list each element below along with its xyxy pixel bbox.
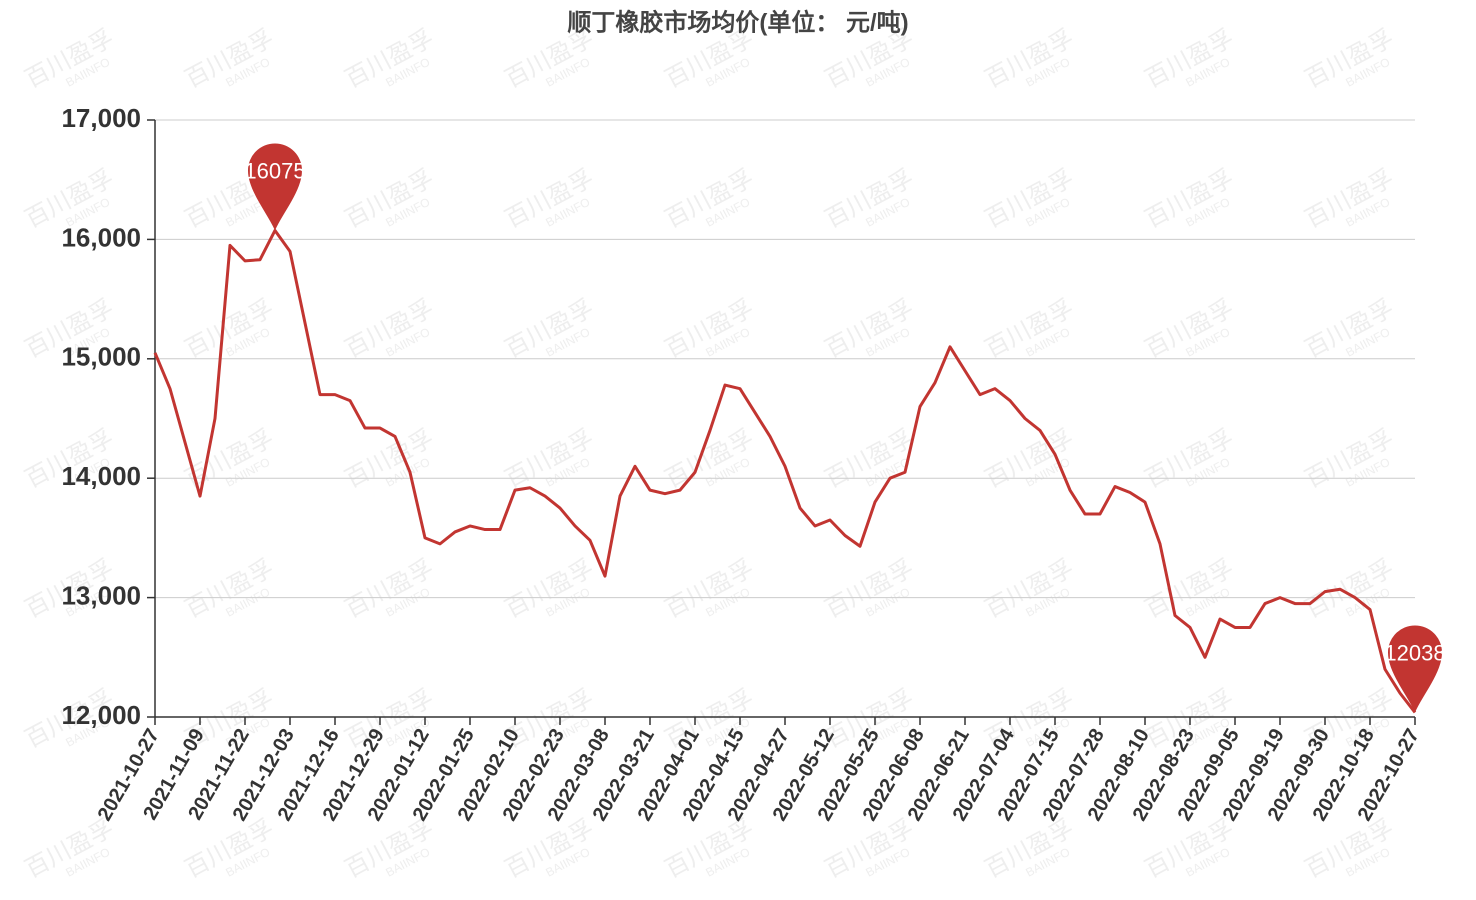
y-tick-label: 12,000: [61, 700, 141, 730]
y-tick-label: 14,000: [61, 461, 141, 491]
y-tick-label: 15,000: [61, 342, 141, 372]
y-tick-label: 17,000: [61, 103, 141, 133]
mark-pin: [1388, 625, 1442, 713]
mark-label: 12038: [1384, 640, 1445, 665]
y-tick-label: 16,000: [61, 222, 141, 252]
mark-pin: [248, 143, 302, 231]
line-series: [153, 228, 1417, 714]
mark-label: 16075: [244, 158, 305, 183]
chart-title: 顺丁橡胶市场均价(单位： 元/吨): [567, 8, 908, 36]
y-tick-label: 13,000: [61, 580, 141, 610]
